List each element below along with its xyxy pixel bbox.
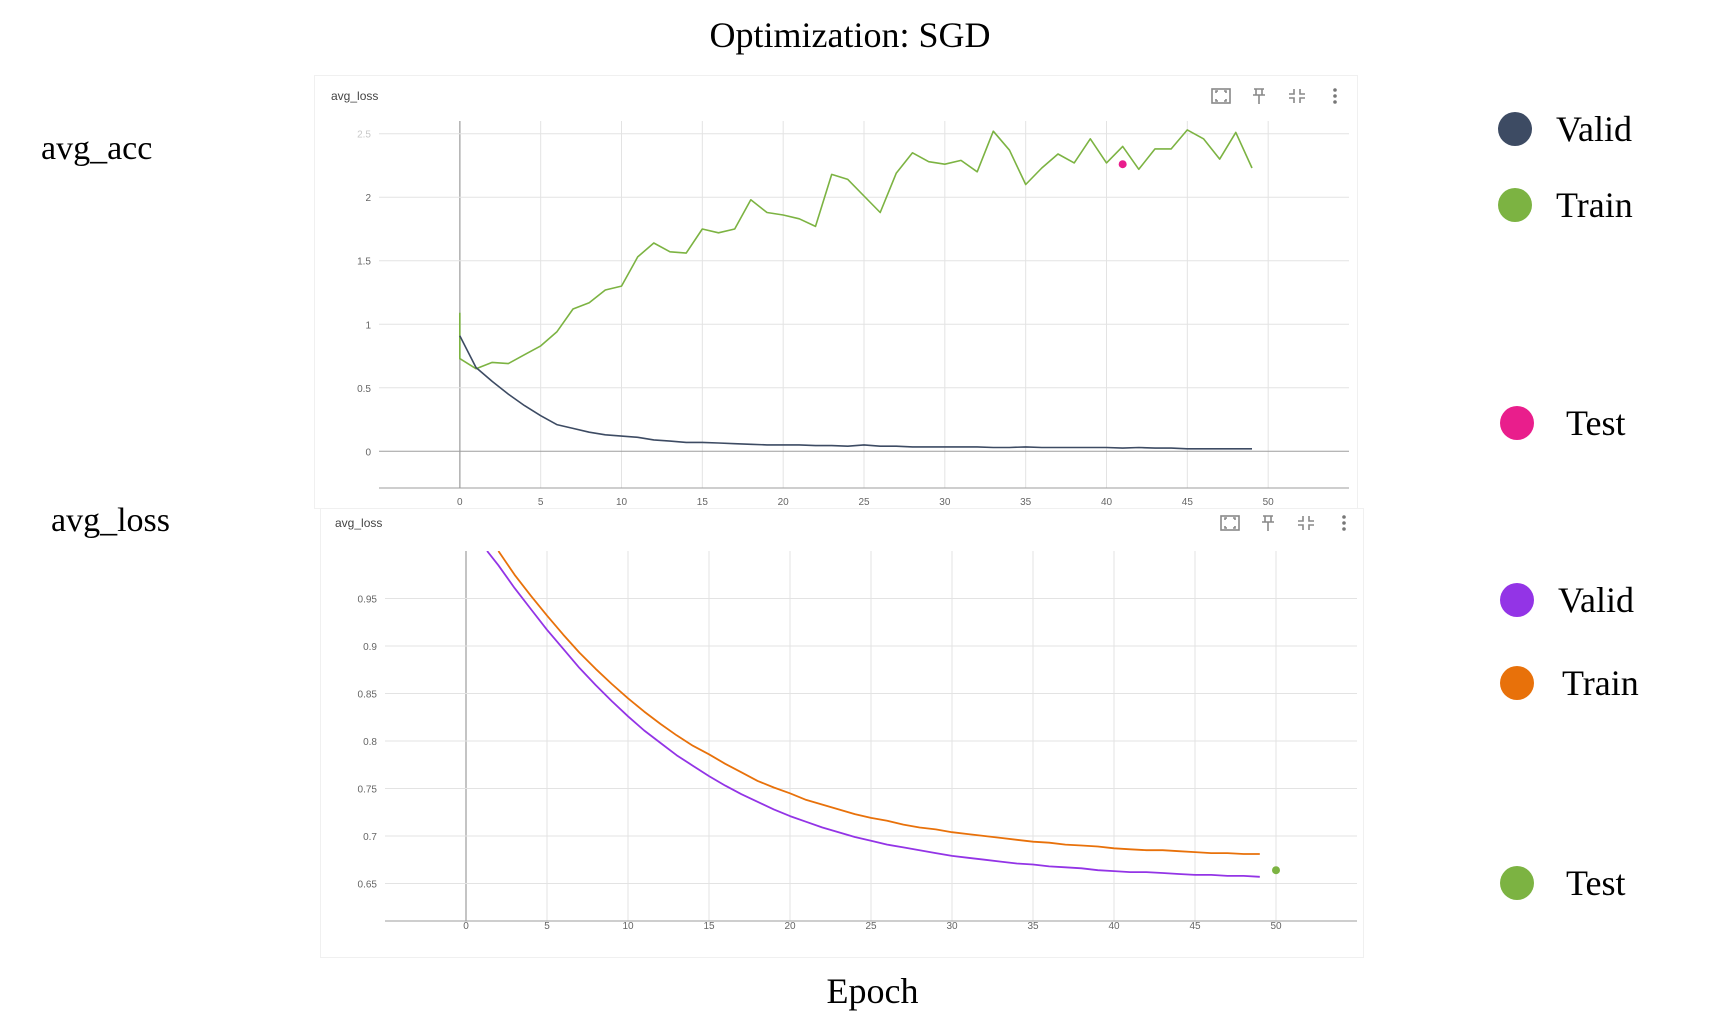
- pin-icon[interactable]: [1253, 88, 1265, 104]
- y-tick-label: 0.85: [358, 690, 378, 701]
- series-line-0: [497, 551, 1260, 855]
- y-tick-label: 0.9: [363, 642, 377, 653]
- x-tick-label: 35: [1027, 921, 1039, 932]
- x-tick-label: 30: [939, 497, 951, 508]
- x-tick-label: 10: [616, 497, 628, 508]
- fit-domain-frame: [1211, 88, 1231, 104]
- legend-item-bottom-valid: Valid: [1500, 579, 1634, 621]
- chart-title: avg_loss: [335, 516, 382, 530]
- x-tick-label: 50: [1263, 497, 1275, 508]
- more-vert-icon[interactable]: [1342, 515, 1346, 531]
- y-tick-label: 1.5: [357, 257, 371, 268]
- test-point: [1118, 160, 1127, 169]
- legend-swatch: [1498, 112, 1532, 146]
- legend-label: Valid: [1556, 109, 1632, 149]
- chart-bottom: avg_loss 0.65 0.7 0.75 0.8 0.85 0.9 0.95 0 5 10 15 2…: [335, 515, 1357, 932]
- x-tick-label: 0: [463, 921, 469, 932]
- legend-item-bottom-train: Train: [1500, 662, 1639, 704]
- legend-swatch: [1500, 666, 1534, 700]
- legend-item-top-test: Test: [1500, 402, 1625, 444]
- legend-item-top-train: Train: [1498, 184, 1633, 226]
- row-label-avg-acc: avg_acc: [41, 130, 153, 167]
- legend-swatch: [1500, 583, 1534, 617]
- x-tick-label: 50: [1270, 921, 1282, 932]
- y-tick-label: 0.75: [358, 785, 378, 796]
- series-line-1: [459, 335, 1252, 450]
- y-tick-label: 2: [365, 193, 371, 204]
- more-dot: [1333, 88, 1337, 92]
- y-tick-label: 0.65: [358, 880, 378, 891]
- y-tick-label: 0.7: [363, 832, 377, 843]
- test-point: [1272, 866, 1280, 875]
- legend-label: Test: [1566, 863, 1626, 903]
- x-tick-label: 35: [1020, 497, 1032, 508]
- series-line-1: [486, 551, 1260, 878]
- x-tick-label: 45: [1182, 497, 1194, 508]
- collapse-icon[interactable]: [1298, 516, 1314, 530]
- x-tick-label: 30: [946, 921, 958, 932]
- collapse-arrows: [1298, 516, 1314, 530]
- y-tick-label: 0.5: [357, 384, 371, 395]
- legend-item-top-valid: Valid: [1498, 108, 1632, 150]
- x-tick-label: 5: [544, 921, 550, 932]
- more-dot: [1342, 521, 1346, 525]
- more-dot: [1342, 527, 1346, 531]
- x-tick-label: 0: [457, 497, 463, 508]
- y-tick-label: 0: [365, 447, 371, 458]
- legend-label: Valid: [1558, 580, 1634, 620]
- y-tick-label: 0.95: [358, 595, 378, 606]
- chart-card-top: avg_loss 0 0.5 1 1.5 2 2.5 0 5 10 15 20 25 30 35 40 45 50: [314, 75, 1358, 509]
- x-tick-label: 25: [858, 497, 870, 508]
- more-vert-icon[interactable]: [1333, 88, 1337, 104]
- legend-label: Train: [1562, 663, 1639, 703]
- pin-shape: [1262, 515, 1274, 531]
- more-dot: [1333, 94, 1337, 98]
- x-tick-label: 15: [697, 497, 709, 508]
- figure-title: Optimization: SGD: [709, 15, 991, 55]
- legend-label: Test: [1566, 403, 1626, 443]
- fit-domain-frame: [1220, 515, 1240, 531]
- y-tick-label: 1: [365, 320, 371, 331]
- x-tick-label: 25: [865, 921, 877, 932]
- x-tick-label: 45: [1189, 921, 1201, 932]
- x-axis-caption: Epoch: [826, 971, 919, 1011]
- x-tick-label: 20: [784, 921, 796, 932]
- series-line-0: [459, 129, 1253, 370]
- pin-icon[interactable]: [1262, 515, 1274, 531]
- collapse-icon[interactable]: [1289, 89, 1305, 103]
- legend-swatch: [1500, 866, 1534, 900]
- x-tick-label: 40: [1108, 921, 1120, 932]
- fit-domain-icon[interactable]: [1211, 88, 1231, 104]
- x-tick-label: 40: [1101, 497, 1113, 508]
- more-dot: [1333, 100, 1337, 104]
- x-tick-label: 20: [778, 497, 790, 508]
- fit-domain-icon[interactable]: [1220, 515, 1240, 531]
- legend-swatch: [1500, 406, 1534, 440]
- collapse-arrows: [1289, 89, 1305, 103]
- x-tick-label: 10: [622, 921, 634, 932]
- y-tick-label: 2.5: [357, 130, 371, 141]
- legend-label: Train: [1556, 185, 1633, 225]
- chart-card-bottom: avg_loss 0.65 0.7 0.75 0.8 0.85 0.9 0.95 0 5 10 15 2…: [320, 508, 1364, 958]
- pin-shape: [1253, 88, 1265, 104]
- legend-swatch: [1498, 188, 1532, 222]
- chart-title: avg_loss: [331, 89, 378, 103]
- x-tick-label: 5: [538, 497, 544, 508]
- fit-domain-corners: [1224, 517, 1236, 529]
- chart-top: avg_loss 0 0.5 1 1.5 2 2.5 0 5 10 15 20 25 30 35 40 45 50: [331, 88, 1349, 508]
- fit-domain-corners: [1215, 90, 1227, 102]
- row-label-avg-loss: avg_loss: [51, 502, 170, 539]
- x-tick-label: 15: [703, 921, 715, 932]
- y-tick-label: 0.8: [363, 737, 377, 748]
- legend-item-bottom-test: Test: [1500, 862, 1625, 904]
- more-dot: [1342, 515, 1346, 519]
